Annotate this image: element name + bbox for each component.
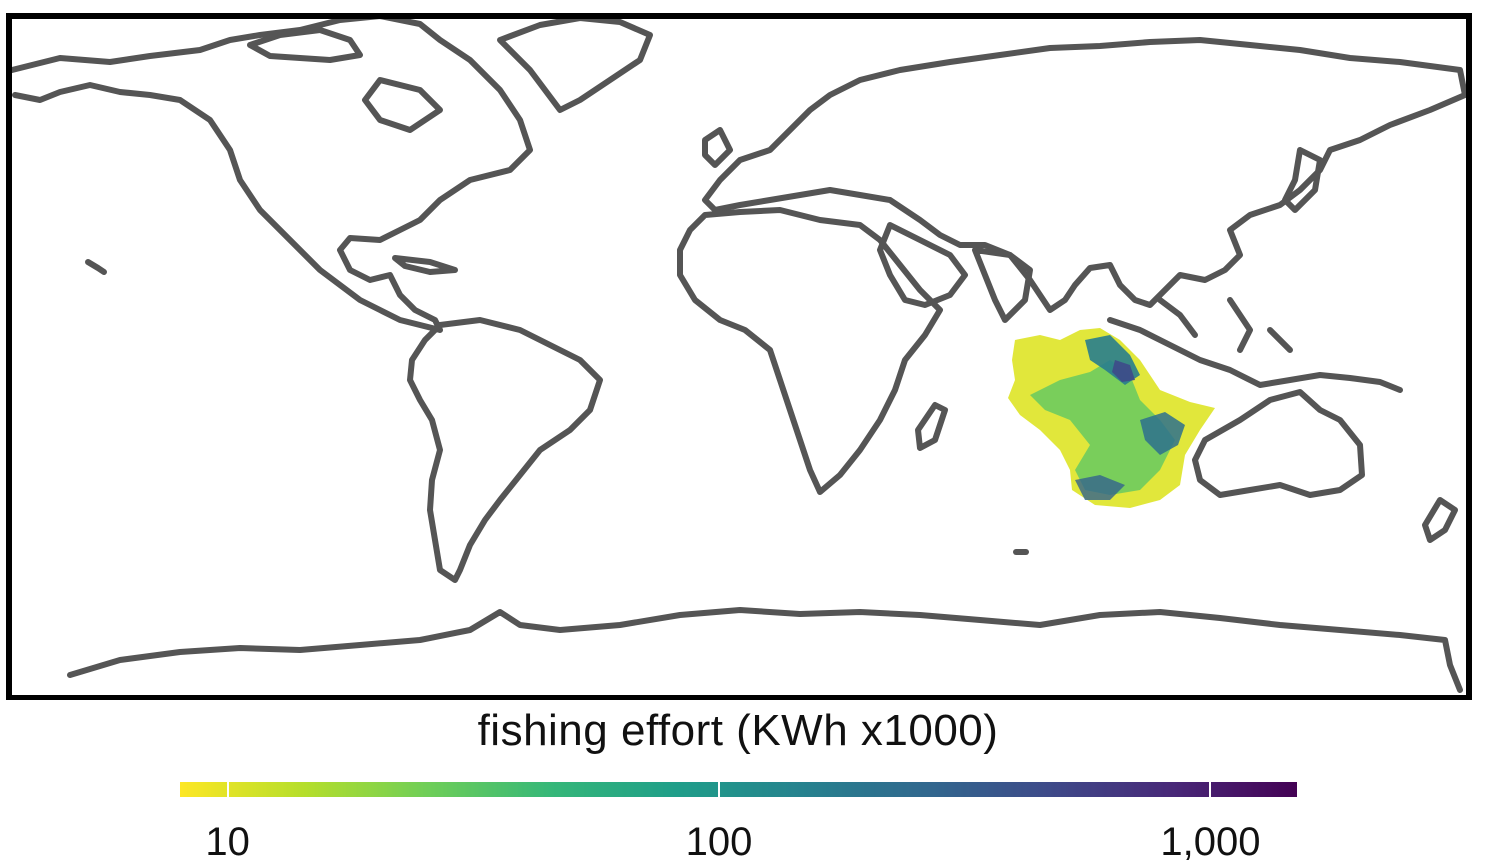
color-scale-bar: [180, 782, 1297, 797]
effort-region-peak: [1112, 360, 1135, 382]
japan-coast: [1282, 147, 1323, 213]
color-scale-tick-mark: [226, 782, 229, 797]
india-coast: [972, 247, 1033, 323]
fishing-effort-heatmap: [1008, 328, 1215, 508]
coastlines: [9, 13, 1468, 693]
world-map: [6, 13, 1472, 700]
cuba-coast: [392, 255, 458, 275]
new-zealand-coast: [1422, 497, 1458, 543]
color-scale-tick-mark: [718, 782, 721, 797]
hawaii-coast: [85, 259, 107, 275]
maritime-asia-coast: [1107, 297, 1403, 393]
madagascar-coast: [915, 402, 948, 451]
legend-title: fishing effort (KWh x1000): [477, 706, 999, 755]
arabia-coast: [877, 222, 968, 308]
greenland-coast: [497, 15, 653, 113]
africa-coast: [677, 207, 943, 495]
south-america-coast: [407, 317, 603, 583]
map-border: [6, 13, 1472, 700]
effort-region-high-south: [1075, 475, 1125, 500]
effort-region-high-east: [1140, 412, 1185, 455]
color-scale-tick-mark: [1209, 782, 1212, 797]
australia-coast: [1192, 389, 1365, 498]
arctic-islands-coast: [247, 27, 443, 133]
color-scale-tick-label: 1,000: [1160, 820, 1261, 864]
north-america-coast: [9, 13, 533, 333]
effort-region-mid: [1030, 360, 1175, 495]
uk-coast: [702, 127, 733, 168]
antarctica-coast: [67, 607, 1463, 693]
color-scale-tick-label: 100: [685, 820, 753, 864]
color-scale-tick-label: 10: [205, 820, 250, 864]
eurasia-coast: [702, 37, 1468, 313]
